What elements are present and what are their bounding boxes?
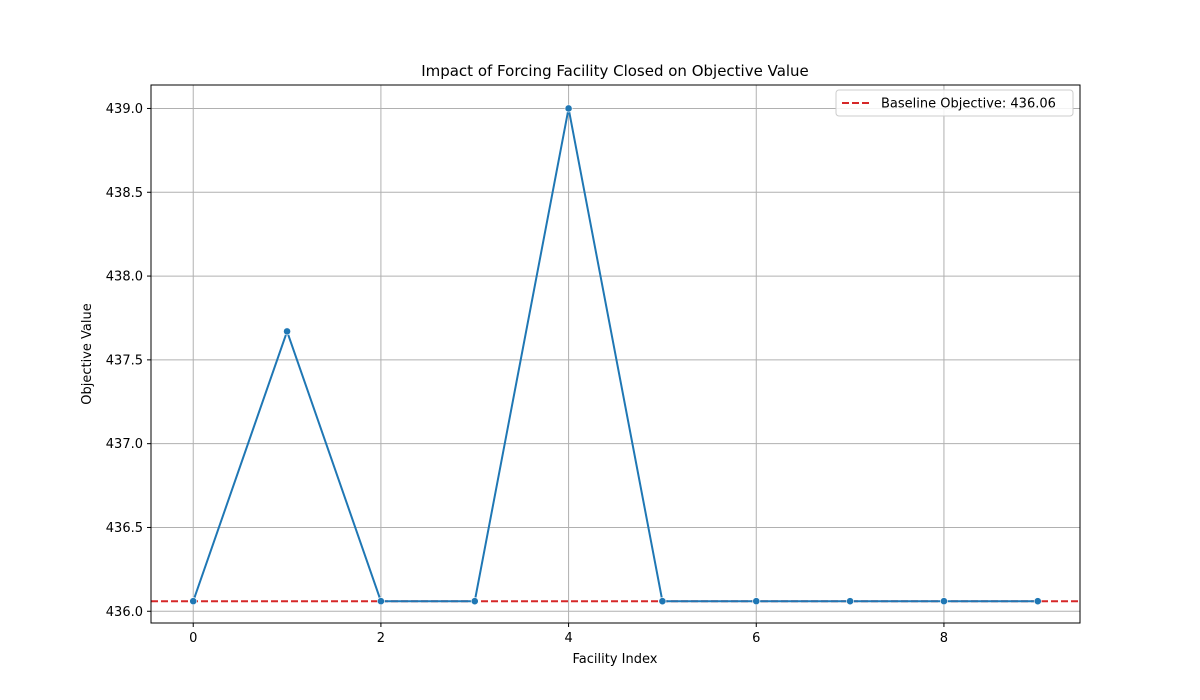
y-tick-label: 436.5 (106, 521, 143, 536)
x-tick-label: 8 (940, 631, 948, 646)
y-tick-label: 437.5 (106, 353, 143, 368)
legend-box (835, 89, 1074, 117)
data-series (189, 104, 1042, 606)
x-axis: 0 2 4 6 8 (189, 623, 948, 646)
x-tick-label: 2 (377, 631, 385, 646)
data-point (940, 597, 948, 606)
series-line (192, 108, 1038, 603)
data-point (658, 597, 667, 606)
y-tick-label: 437.0 (106, 437, 143, 452)
chart-title: Impact of Forcing Facility Closed on Obj… (421, 62, 809, 80)
y-tick-label: 436.0 (106, 605, 143, 620)
x-tick-label: 4 (564, 631, 572, 646)
data-point (564, 104, 573, 113)
plot-area-frame (150, 84, 1081, 624)
legend-baseline-label: Baseline Objective: 436.06 (881, 97, 1056, 112)
y-tick-label: 438.5 (106, 186, 143, 201)
data-point (283, 327, 291, 336)
x-tick-label: 0 (189, 631, 197, 646)
y-axis-title: Objective Value (80, 303, 95, 404)
grid-lines (151, 85, 1080, 623)
data-point (189, 597, 198, 606)
y-tick-label: 438.0 (106, 270, 143, 285)
data-point (846, 597, 854, 606)
y-tick-label: 439.0 (106, 102, 143, 117)
y-axis: 436.0 436.5 437.0 437.5 438.0 438.5 439.0 (106, 102, 151, 620)
legend: Baseline Objective: 436.06 (835, 89, 1074, 117)
data-point (1033, 597, 1042, 606)
x-axis-title: Facility Index (573, 652, 658, 667)
data-point (752, 597, 761, 606)
data-point (377, 597, 385, 606)
data-point (470, 597, 479, 606)
x-tick-label: 6 (752, 631, 760, 646)
